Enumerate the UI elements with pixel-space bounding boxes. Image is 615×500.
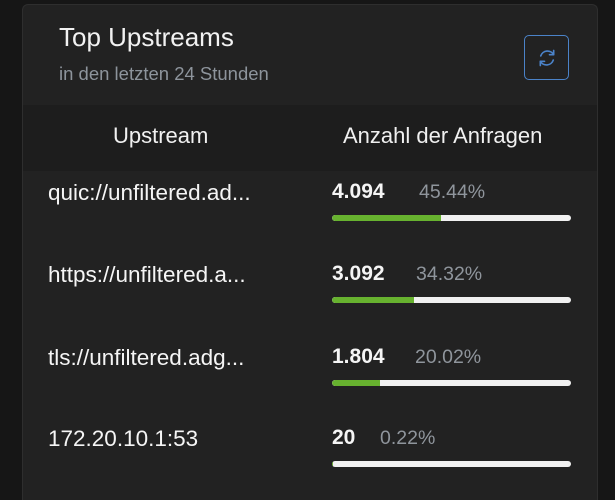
request-percent: 20.02% [415, 346, 482, 368]
refresh-button[interactable] [524, 35, 569, 80]
progress-bar-fill [332, 461, 333, 467]
progress-bar-track [332, 215, 571, 221]
request-count: 20 [332, 426, 356, 449]
column-header-request-count[interactable]: Anzahl der Anfragen [343, 123, 543, 148]
upstream-name: 172.20.10.1:53 [48, 426, 199, 451]
table-row: tls://unfiltered.adg... 1.804 20.02% [23, 345, 597, 427]
progress-bar-fill [332, 297, 415, 303]
request-percent: 45.44% [419, 181, 486, 203]
table-row: 172.20.10.1:53 20 0.22% [23, 426, 597, 500]
upstream-name: quic://unfiltered.ad... [48, 180, 251, 205]
progress-bar-track [332, 380, 571, 386]
table-header: Upstream Anzahl der Anfragen [23, 105, 597, 171]
column-header-upstream[interactable]: Upstream [113, 123, 209, 148]
progress-bar-fill [332, 380, 380, 386]
progress-bar-fill [332, 215, 441, 221]
request-count: 1.804 [332, 345, 385, 368]
table-row: quic://unfiltered.ad... 4.094 45.44% [23, 180, 597, 262]
refresh-icon [539, 49, 554, 66]
request-count: 3.092 [332, 262, 385, 285]
card-subtitle: in den letzten 24 Stunden [59, 63, 269, 84]
top-upstreams-card: Top Upstreams in den letzten 24 Stunden … [22, 4, 598, 500]
upstream-name: https://unfiltered.a... [48, 262, 246, 287]
progress-bar-track [332, 297, 571, 303]
card-title: Top Upstreams [59, 22, 234, 52]
request-percent: 0.22% [380, 427, 436, 449]
progress-bar-track [332, 461, 571, 467]
request-count: 4.094 [332, 180, 385, 203]
request-percent: 34.32% [416, 263, 483, 285]
upstream-name: tls://unfiltered.adg... [48, 345, 245, 370]
table-row: https://unfiltered.a... 3.092 34.32% [23, 262, 597, 344]
